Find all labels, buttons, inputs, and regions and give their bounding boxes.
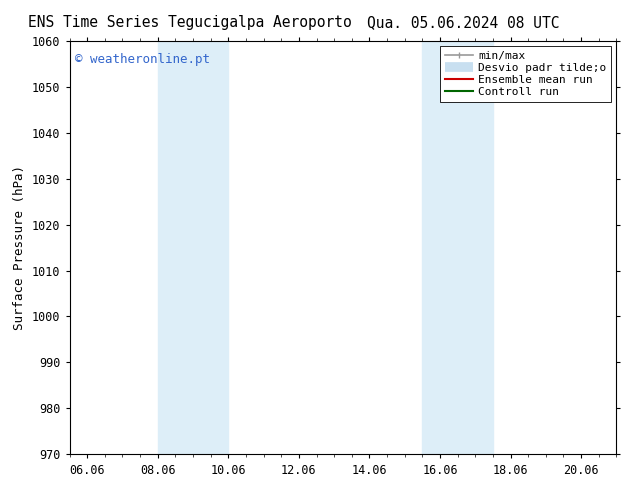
Bar	[422, 41, 493, 454]
Text: ENS Time Series Tegucigalpa Aeroporto: ENS Time Series Tegucigalpa Aeroporto	[29, 15, 352, 30]
Legend: min/max, Desvio padr tilde;o, Ensemble mean run, Controll run: min/max, Desvio padr tilde;o, Ensemble m…	[440, 46, 611, 101]
Y-axis label: Surface Pressure (hPa): Surface Pressure (hPa)	[13, 165, 27, 330]
Text: Qua. 05.06.2024 08 UTC: Qua. 05.06.2024 08 UTC	[366, 15, 559, 30]
Bar	[158, 41, 228, 454]
Text: © weatheronline.pt: © weatheronline.pt	[75, 53, 210, 66]
